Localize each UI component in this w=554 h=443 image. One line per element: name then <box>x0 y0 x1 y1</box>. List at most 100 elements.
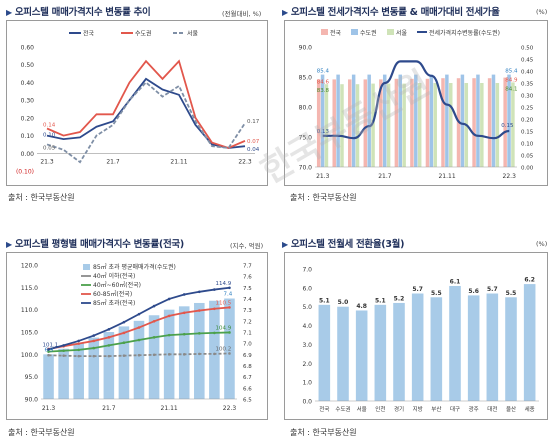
bar-9 <box>486 293 499 401</box>
y2-tick-label: 0.10 <box>521 142 534 148</box>
y2-tick-label: 7.2 <box>243 319 252 325</box>
bar-6 <box>430 297 443 401</box>
bar-10 <box>194 302 205 399</box>
triangle-icon: ▶ <box>6 240 12 249</box>
data-label: 5.1 <box>319 297 330 304</box>
y2-tick-label: 6.7 <box>243 375 252 381</box>
series-point-2 <box>107 336 111 339</box>
bar-0-8 <box>441 78 445 167</box>
bar-2-1 <box>340 84 344 167</box>
bar-1-3 <box>367 74 371 167</box>
bar-0-4 <box>379 79 383 167</box>
bar-1-10 <box>476 74 480 167</box>
bar-2-4 <box>386 83 391 167</box>
bar-5 <box>411 293 424 401</box>
y-tick-label: (0.10) <box>16 169 34 176</box>
legend-label: 85㎡ 초과 평균매매가격(수도권) <box>93 263 176 271</box>
bar-4 <box>103 332 115 399</box>
panel-2-title: ▶ 오피스텔 전세가격지수 변동률 & 매매가대비 전세가율 <box>282 4 500 18</box>
panel-1-unit: (전월대비, %) <box>222 10 262 18</box>
triangle-icon: ▶ <box>282 8 288 17</box>
data-label: 6.9 <box>45 347 54 353</box>
bar-0 <box>43 354 54 399</box>
x-tick-label: 광주 <box>469 406 479 413</box>
panel-2-title-text: 오피스텔 전세가격지수 변동률 & 매매가대비 전세가율 <box>290 7 500 18</box>
series-point-2 <box>198 309 201 312</box>
series-point-0 <box>228 352 231 355</box>
x-tick-label: 울산 <box>506 405 516 413</box>
panel-4-title-text: 오피스텔 전월세 전환율(3월) <box>290 239 405 250</box>
legend-swatch <box>351 29 358 35</box>
x-tick-label: 지방 <box>413 405 423 413</box>
size-index-chart: 120.0 115.0 110.0 105.0 100.0 95.0 90.0 7.7 7.6 7… <box>21 263 252 413</box>
y-tick-label: 70.0 <box>299 165 313 172</box>
y-tick-label: 90.0 <box>299 45 313 52</box>
bar-5 <box>118 326 130 399</box>
x-tick-label: 21.7 <box>378 173 392 180</box>
series-point-0 <box>152 353 156 357</box>
y2-tick-label: 0.35 <box>521 82 534 88</box>
series-point-2 <box>92 339 96 343</box>
panel-1-title-text: 오피스텔 매매가격지수 변동률 추이 <box>14 7 151 18</box>
y-tick-label: 0.0 <box>302 399 312 406</box>
series-point-3 <box>228 286 231 290</box>
series-point-3 <box>152 304 156 308</box>
data-label: 84.9 <box>505 78 518 84</box>
bar-1-2 <box>351 74 356 167</box>
data-label: 0.14 <box>43 122 56 128</box>
legend-label: 85㎡ 초과(전국) <box>93 299 135 307</box>
legend-label: 40㎡~60㎡(전국) <box>93 281 141 289</box>
data-label: 6.1 <box>450 278 461 285</box>
series-point-3 <box>122 320 126 324</box>
series-point-1 <box>137 338 141 342</box>
data-label: 104.9 <box>215 325 231 331</box>
series-point-1 <box>77 348 80 352</box>
y-tick-label: 100.0 <box>21 352 38 359</box>
jeonse-chart: 90.0 85.0 80.0 75.0 70.0 0.50 0.45 0.40 0.35 0.30… <box>299 29 534 180</box>
series-point-3 <box>182 293 186 296</box>
bar-0-1 <box>332 79 336 167</box>
y2-tick-label: 0.00 <box>521 166 534 172</box>
series-point-3 <box>92 334 96 337</box>
panel-2-unit: (%) <box>536 8 548 16</box>
panel-3-title: ▶ 오피스텔 평형별 매매가격지수 변동률(전국) <box>6 236 184 250</box>
y-tick-label: 80.0 <box>299 105 313 112</box>
bar-2-11 <box>495 83 500 167</box>
series-point-2 <box>77 342 80 345</box>
series-point-0 <box>62 354 65 357</box>
data-label: 0.04 <box>247 147 260 153</box>
x-tick-label: 수도권 <box>335 405 350 413</box>
panel-4-frame: 7.0 6.0 5.0 4.0 3.0 2.0 1.0 0.0 5.1 전국 5.0 수도권 4.8 서울… <box>284 252 548 420</box>
data-label: 4.8 <box>356 303 367 310</box>
x-tick-label: 경기 <box>394 405 404 413</box>
bar-1-1 <box>336 74 340 167</box>
bar-1-9 <box>460 74 465 167</box>
data-label: 101.1 <box>43 342 59 348</box>
bar-0-3 <box>363 79 368 167</box>
bar-0-10 <box>472 78 476 167</box>
x-tick-label: 22.3 <box>223 405 237 412</box>
data-label: 110.5 <box>215 300 231 306</box>
series-point-2 <box>182 311 186 315</box>
x-tick-label: 세종 <box>525 405 535 413</box>
panel-2-source: 출처 : 한국부동산원 <box>290 193 357 202</box>
legend-label: 전세가격지수변동률(수도권) <box>429 29 500 37</box>
series-point-3 <box>107 328 111 331</box>
panel-3-frame: 120.0 115.0 110.0 105.0 100.0 95.0 90.0 7.7 7.6 7… <box>6 252 268 420</box>
y-tick-label: 85.0 <box>299 75 313 82</box>
bar-1-12 <box>507 74 511 167</box>
y2-tick-label: 0.40 <box>521 70 534 76</box>
series-point-0 <box>198 352 201 356</box>
bar-1-8 <box>445 74 449 167</box>
legend-label: 수도권 <box>135 30 152 38</box>
bar-8 <box>467 295 480 401</box>
legend-swatch <box>321 29 328 35</box>
y-tick-label: 0.10 <box>21 133 35 140</box>
bar-1 <box>58 348 69 399</box>
data-label: 100.2 <box>215 346 231 352</box>
x-tick-label: 인천 <box>375 405 385 413</box>
series-point-2 <box>152 319 156 323</box>
series-point-2 <box>122 331 126 335</box>
bar-2-7 <box>433 83 437 167</box>
data-label: 0.10 <box>43 133 56 139</box>
